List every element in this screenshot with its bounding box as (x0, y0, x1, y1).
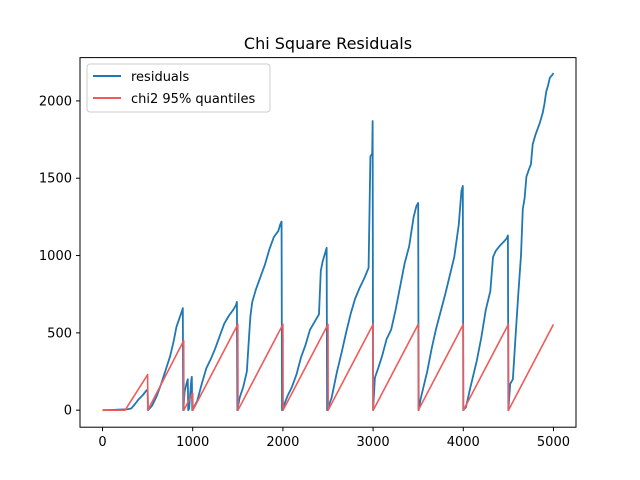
x-tick-label: 0 (98, 435, 106, 450)
x-tick-label: 2000 (266, 435, 299, 450)
series-line-chi2-quantiles (102, 323, 555, 411)
series-line-residuals (102, 72, 555, 412)
x-tick-label: 1000 (176, 435, 209, 450)
legend-box (86, 63, 271, 113)
y-tick-label: 1500 (39, 172, 72, 187)
x-tick-label: 4000 (447, 435, 480, 450)
legend-label-residuals: residuals (131, 70, 190, 85)
x-tick-label: 3000 (357, 435, 390, 450)
axis-ticks: 0 1000 2000 3000 4000 5000 0 500 1000 1500 2000 (39, 94, 570, 450)
chart-title: Chi Square Residuals (244, 34, 412, 53)
axes-frame (79, 57, 577, 428)
y-tick-label: 1000 (39, 249, 72, 264)
x-tick-label: 5000 (537, 435, 570, 450)
legend-label-chi2: chi2 95% quantiles (131, 92, 255, 107)
y-tick-label: 2000 (39, 94, 72, 109)
legend: residuals chi2 95% quantiles (86, 63, 271, 113)
plot-area (102, 72, 555, 412)
y-tick-label: 500 (47, 326, 72, 341)
y-tick-label: 0 (64, 404, 72, 419)
